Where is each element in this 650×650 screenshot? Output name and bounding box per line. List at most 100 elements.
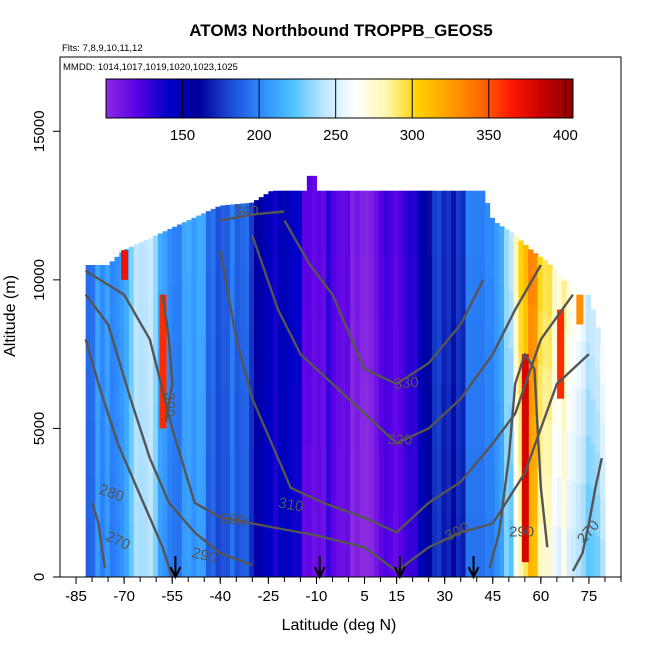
heatmap-cell (100, 265, 106, 318)
heatmap-cell (287, 255, 294, 321)
heatmap-cell (523, 244, 529, 301)
heatmap-cell (277, 255, 284, 321)
heatmap-cell (470, 255, 476, 321)
heatmap-cell (138, 465, 144, 522)
heatmap-cell (316, 319, 322, 385)
heatmap-cell (85, 369, 92, 422)
heatmap-cell (499, 343, 505, 403)
heatmap-cell (220, 515, 226, 577)
heatmap-cell (403, 448, 409, 514)
heatmap-cell (268, 319, 274, 385)
colorbar-tick-label: 150 (170, 127, 195, 144)
y-axis-label: Altitude (m) (2, 275, 19, 357)
heatmap-cell (460, 190, 467, 256)
heatmap-cell (475, 190, 481, 256)
heatmap-cell (229, 452, 236, 516)
heatmap-cell (388, 190, 394, 256)
heatmap-cell (580, 482, 587, 531)
heatmap-cell (547, 420, 553, 474)
heatmap-cell (263, 321, 269, 387)
heatmap-cell (359, 383, 366, 449)
heatmap-cell (239, 203, 245, 267)
heatmap-cell (537, 310, 544, 365)
heatmap-cell (297, 383, 303, 449)
heatmap-cell (422, 383, 428, 449)
heatmap-cell (479, 255, 486, 321)
heatmap-cell (253, 514, 260, 577)
heatmap-cell (455, 383, 462, 449)
heatmap-cell (350, 190, 356, 256)
heatmap-cell (532, 307, 539, 362)
heatmap-cell (326, 448, 332, 514)
heatmap-cell (484, 203, 491, 267)
heatmap-cell (330, 255, 337, 321)
heatmap-cell (465, 190, 471, 256)
heatmap-cell (330, 319, 337, 385)
heatmap-cell (201, 213, 207, 275)
heatmap-cell (157, 519, 164, 577)
heatmap-cell (388, 319, 394, 385)
heatmap-cell (253, 200, 260, 264)
heatmap-cell (210, 454, 217, 517)
heatmap-cell (503, 403, 510, 462)
heatmap-cell (542, 418, 548, 473)
heatmap-cell (335, 319, 342, 385)
heatmap-cell (277, 383, 284, 449)
heatmap-cell (177, 283, 183, 343)
heatmap-cell (302, 383, 308, 449)
heatmap-cell (326, 190, 332, 256)
heatmap-cell (528, 358, 534, 414)
heatmap-cell (205, 516, 212, 577)
heatmap-cell (494, 518, 500, 577)
x-tick-label: 5 (360, 588, 368, 605)
heatmap-cell (172, 460, 178, 520)
heatmap-cell (191, 277, 197, 339)
heatmap-cell (234, 204, 241, 267)
heatmap-cell (600, 499, 606, 539)
heatmap-cell (181, 222, 188, 283)
colorbar-tick-label: 400 (553, 127, 578, 144)
heatmap-cell (374, 383, 380, 449)
heatmap-cell (398, 448, 404, 514)
heatmap-cell (277, 448, 284, 514)
heatmap-cell (590, 309, 596, 355)
heatmap-cell (239, 265, 245, 329)
heatmap-cell (412, 448, 419, 514)
heatmap-cell (167, 460, 173, 520)
heatmap-cell (580, 341, 587, 390)
heatmap-cell (422, 255, 428, 321)
heatmap-cell (479, 448, 486, 514)
heatmap-cell (234, 390, 241, 454)
heatmap-cell (210, 208, 217, 271)
heatmap-cell (311, 309, 318, 378)
heatmap-cell (460, 512, 467, 577)
heatmap-cell (585, 482, 592, 531)
heatmap-cell (571, 385, 577, 434)
heatmap-cell (590, 398, 596, 444)
heatmap-cell (273, 448, 279, 514)
heatmap-cell (249, 327, 255, 391)
x-tick-label: 45 (484, 588, 501, 605)
heatmap-cell (177, 342, 183, 402)
heatmap-cell (167, 402, 173, 462)
heatmap-cell (306, 175, 313, 244)
heatmap-cell (369, 319, 375, 385)
heatmap-cell (537, 523, 544, 577)
heatmap-cell (407, 512, 414, 577)
heatmap-cell (340, 448, 346, 514)
heatmap-cell (378, 190, 385, 256)
heatmap-cell (95, 369, 101, 422)
heatmap-cell (427, 190, 433, 256)
heatmap-cell (451, 383, 457, 449)
heatmap-cell (258, 323, 265, 388)
heatmap-cell (258, 513, 265, 577)
heatmap-cell (455, 512, 462, 577)
heatmap-cell (566, 528, 572, 577)
heatmap-cell (417, 255, 423, 321)
heatmap-cell (234, 514, 241, 577)
heatmap-cell (484, 514, 491, 577)
heatmap-cell (354, 255, 361, 321)
heatmap-cell (128, 356, 135, 413)
heatmap-cell (128, 246, 135, 303)
heatmap-cell (138, 409, 144, 467)
